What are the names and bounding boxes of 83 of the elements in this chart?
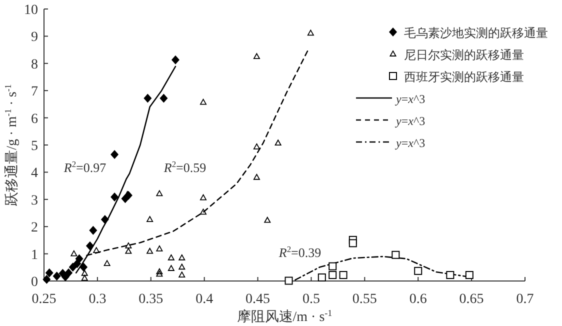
y-tick-label: 2 [31, 220, 38, 236]
x-axis-title: 摩阻风速/m · s$^{-1}$ [236, 308, 332, 325]
legend-label: y=x^3 [395, 136, 426, 150]
legend-label: 尼日尔实测的跃移通量 [404, 48, 524, 62]
point [75, 254, 84, 264]
point [284, 276, 293, 285]
point [264, 216, 271, 223]
point [110, 150, 119, 160]
point [81, 270, 88, 276]
point [68, 262, 77, 272]
point [146, 248, 154, 254]
point [253, 53, 260, 60]
point [168, 254, 174, 260]
legend-label: 毛乌素沙地实测的跃移通量 [404, 26, 548, 40]
point [414, 266, 422, 275]
point [80, 262, 88, 272]
point [465, 271, 474, 280]
y-tick-label: 4 [31, 166, 38, 182]
point [70, 250, 78, 256]
point [200, 208, 207, 215]
point [86, 241, 94, 250]
x-tick-label: 0.25 [32, 292, 56, 307]
y-tick-label: 1 [31, 248, 38, 263]
x-tick-label: 0.5 [302, 292, 320, 307]
x-tick-label: 0.65 [459, 292, 484, 307]
y-tick-label: 9 [31, 30, 38, 46]
x-tick-label: 0.7 [516, 292, 534, 307]
point [274, 140, 282, 146]
point [339, 271, 348, 280]
y-tick-label: 3 [31, 193, 38, 208]
legend-label: y=x^3 [395, 114, 426, 128]
point [178, 264, 186, 270]
point [42, 274, 51, 284]
annotation: R$^{2}$=0.39 [278, 244, 322, 260]
point [392, 250, 400, 259]
point [328, 271, 337, 280]
point [64, 268, 73, 278]
point [200, 194, 207, 200]
point [156, 190, 163, 196]
point [104, 260, 110, 266]
x-tick-label: 0.45 [246, 292, 270, 307]
point [253, 174, 260, 180]
point [348, 239, 357, 248]
point [446, 271, 454, 280]
point [156, 245, 163, 252]
point [168, 265, 174, 271]
y-tick-label: 0 [31, 275, 38, 290]
point [178, 272, 186, 278]
point [307, 30, 314, 36]
annotation: R$^{2}$=0.59 [162, 159, 206, 175]
point [328, 262, 337, 270]
point [146, 216, 154, 222]
point [81, 274, 88, 281]
x-tick-label: 0.3 [88, 292, 106, 307]
y-tick-label: 6 [31, 112, 38, 127]
point [156, 268, 163, 274]
legend-label: y=x^3 [395, 92, 426, 106]
point [178, 254, 186, 260]
point [160, 94, 168, 103]
point [110, 192, 119, 202]
point [318, 273, 326, 282]
point [144, 94, 152, 103]
y-tick-label: 7 [31, 84, 38, 100]
point [125, 248, 132, 254]
point [52, 272, 61, 281]
x-tick-label: 0.6 [409, 292, 427, 307]
x-tick-label: 0.55 [352, 292, 377, 307]
y-tick-label: 5 [31, 139, 38, 154]
point [200, 98, 207, 105]
y-tick-label: 8 [31, 57, 38, 72]
point [125, 242, 132, 248]
point [89, 226, 98, 235]
legend-label: 西班牙实测的跃移通量 [404, 70, 524, 84]
point [171, 55, 180, 64]
point [253, 143, 260, 150]
x-tick-label: 0.4 [196, 292, 214, 307]
x-tick-label: 0.35 [138, 292, 164, 307]
y-tick-label: 10 [24, 3, 38, 18]
point [45, 268, 54, 278]
point [100, 215, 109, 224]
point [93, 247, 100, 253]
point [156, 270, 163, 277]
annotation: R$^{2}$=0.97 [62, 159, 107, 175]
